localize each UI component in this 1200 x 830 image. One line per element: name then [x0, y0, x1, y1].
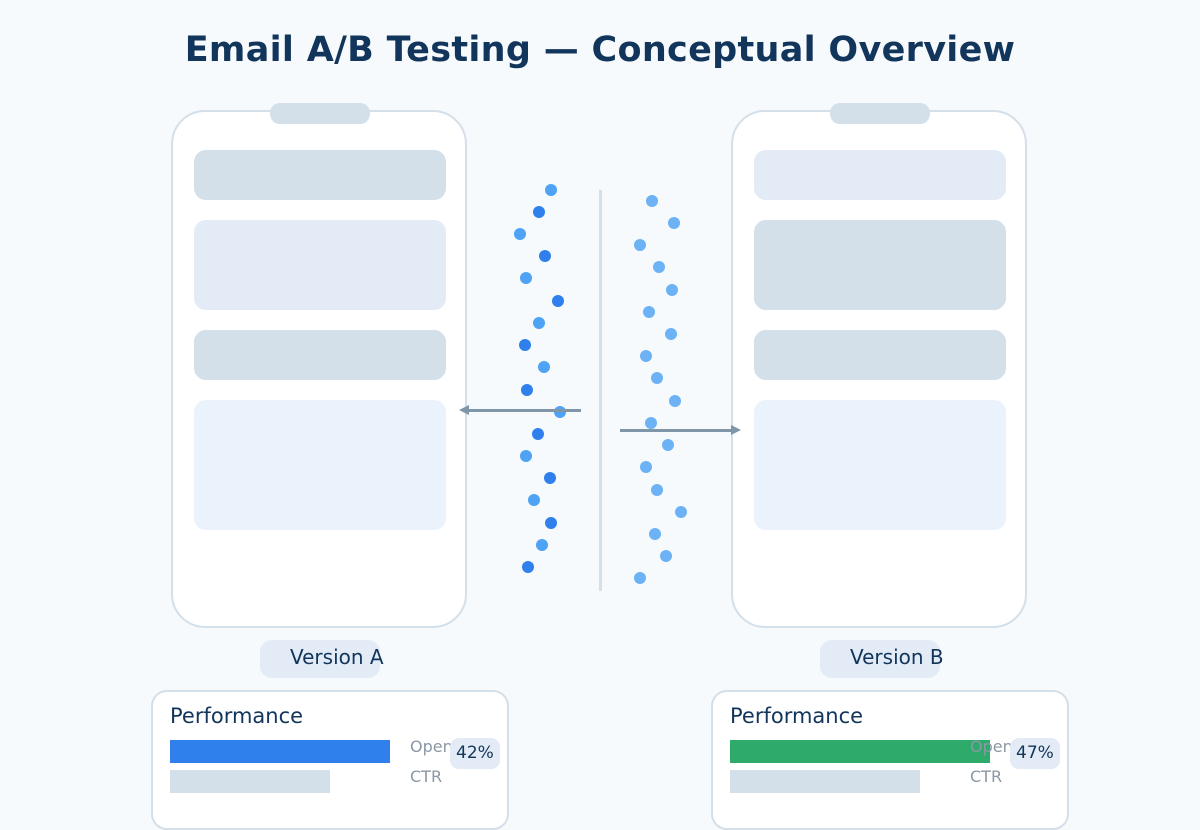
recipient-dot [640, 350, 652, 362]
recipient-dot [538, 361, 550, 373]
recipient-dot [669, 395, 681, 407]
ctr-bar-a [170, 770, 330, 793]
open-rate-badge-a [450, 738, 500, 769]
recipient-dot [536, 539, 548, 551]
recipient-dot [520, 450, 532, 462]
recipient-dot [662, 439, 674, 451]
page-title: Email A/B Testing — Conceptual Overview [184, 30, 1016, 70]
performance-title-b: Performance [730, 704, 864, 728]
recipient-dot [634, 239, 646, 251]
open-label-b: Open [970, 737, 1013, 756]
recipient-dot [665, 328, 677, 340]
recipient-dot [533, 317, 545, 329]
recipient-dot [653, 261, 665, 273]
version-b-label: Version B [850, 645, 944, 669]
recipient-dot [668, 217, 680, 229]
recipient-dot [651, 372, 663, 384]
open-label-a: Open [410, 737, 453, 756]
recipient-dot [651, 484, 663, 496]
open-rate-bar-b [730, 740, 990, 763]
recipient-dot [554, 406, 566, 418]
ctr-label-a: CTR [410, 767, 443, 786]
recipient-dot [649, 528, 661, 540]
open-rate-badge-b [1010, 738, 1060, 769]
version-a-pill [260, 640, 380, 678]
performance-title-a: Performance [170, 704, 304, 728]
open-rate-bar-a [170, 740, 390, 763]
recipient-dot [646, 195, 658, 207]
email-block-4 [754, 400, 1006, 530]
recipient-dot [640, 461, 652, 473]
recipient-dot [666, 284, 678, 296]
recipient-dot [533, 206, 545, 218]
recipient-dot [544, 472, 556, 484]
phone-notch-b [830, 103, 930, 124]
open-rate-value-b: 47% [1016, 743, 1054, 763]
recipient-dot [514, 228, 526, 240]
ctr-label-b: CTR [970, 767, 1003, 786]
audience-split-divider [599, 190, 602, 591]
recipient-dot [645, 417, 657, 429]
email-block-2 [754, 220, 1006, 310]
recipient-dot [520, 272, 532, 284]
recipient-dot [545, 184, 557, 196]
version-a-label: Version A [290, 645, 384, 669]
email-block-1 [754, 150, 1006, 200]
email-block-2 [194, 220, 446, 310]
recipient-dot [675, 506, 687, 518]
email-block-1 [194, 150, 446, 200]
open-rate-value-a: 42% [456, 743, 494, 763]
recipient-dot [519, 339, 531, 351]
recipient-dot [660, 550, 672, 562]
ctr-bar-b [730, 770, 920, 793]
email-block-3 [754, 330, 1006, 380]
recipient-dot [539, 250, 551, 262]
email-block-4 [194, 400, 446, 530]
email-block-3 [194, 330, 446, 380]
recipient-dot [552, 295, 564, 307]
recipient-dot [528, 494, 540, 506]
phone-notch-a [270, 103, 370, 124]
version-b-pill [820, 640, 940, 678]
recipient-dot [545, 517, 557, 529]
recipient-dot [643, 306, 655, 318]
recipient-dot [522, 561, 534, 573]
recipient-dot [532, 428, 544, 440]
recipient-dot [521, 384, 533, 396]
recipient-dot [634, 572, 646, 584]
